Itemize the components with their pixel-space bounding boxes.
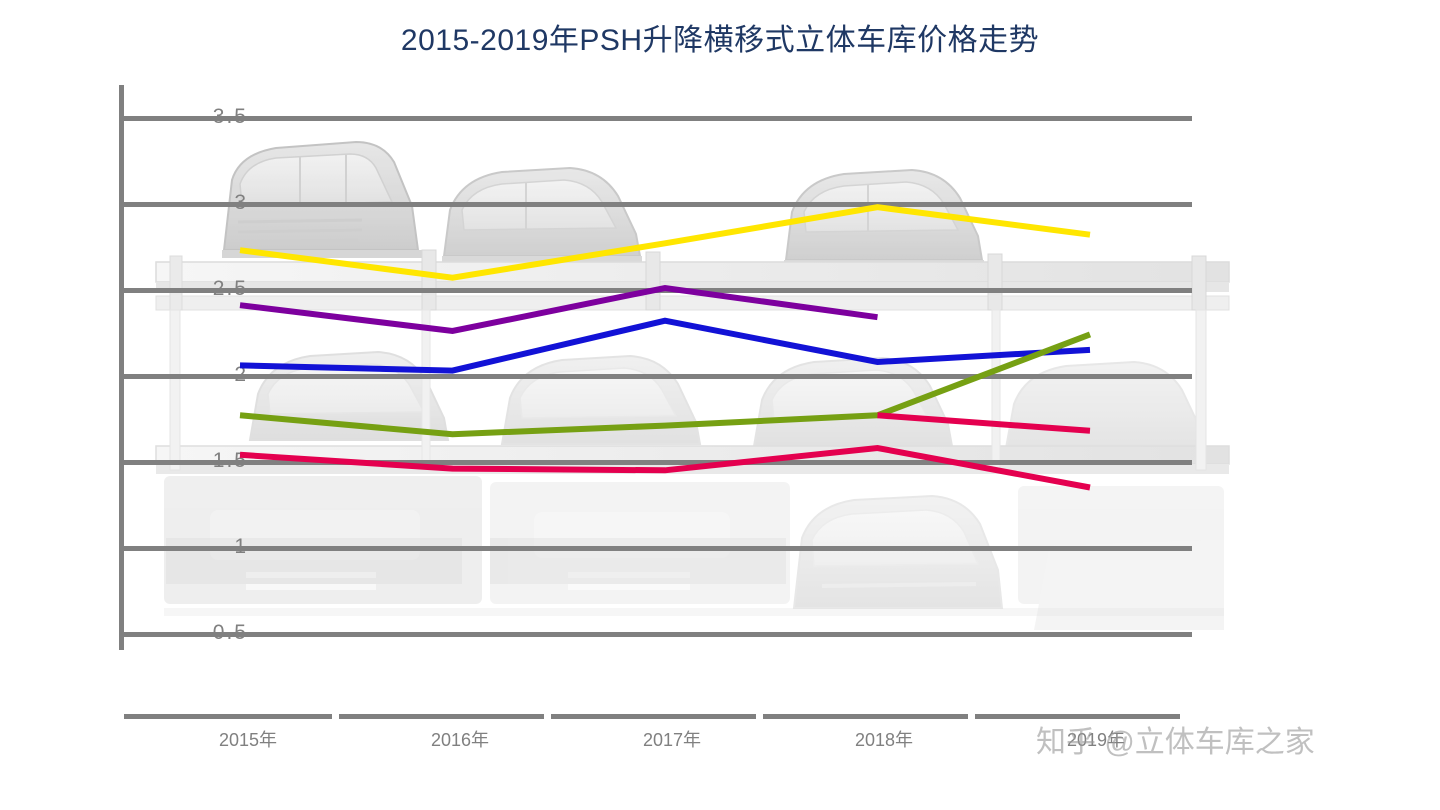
x-tick-label-2019: 2019年 bbox=[1066, 730, 1126, 750]
y-tick-label-2-5: 2.5 bbox=[212, 277, 248, 300]
x-axis-segment-4 bbox=[763, 714, 968, 719]
x-axis-segment-1 bbox=[124, 714, 332, 719]
gridlines bbox=[124, 85, 1192, 650]
y-tick-label-3: 3 bbox=[234, 191, 248, 214]
x-axis-segment-5 bbox=[975, 714, 1180, 719]
y-axis-line bbox=[119, 85, 124, 650]
x-axis bbox=[124, 714, 1234, 720]
gridline-0-5 bbox=[124, 632, 1192, 637]
y-tick-label-3-5: 3.5 bbox=[212, 105, 248, 128]
y-tick-label-1: 1 bbox=[234, 535, 248, 558]
chart-title: 2015-2019年PSH升降横移式立体车库价格走势 bbox=[400, 24, 1040, 57]
gridline-3 bbox=[124, 202, 1192, 207]
x-tick-label-2016: 2016年 bbox=[430, 730, 490, 750]
watermark-text: 知乎 @立体车库之家 bbox=[1036, 726, 1315, 759]
y-tick-label-0-5: 0.5 bbox=[212, 621, 248, 644]
x-tick-label-2017: 2017年 bbox=[642, 730, 702, 750]
plot-area bbox=[119, 85, 1192, 650]
x-tick-label-2015: 2015年 bbox=[218, 730, 278, 750]
x-axis-segment-2 bbox=[339, 714, 544, 719]
x-tick-label-2018: 2018年 bbox=[854, 730, 914, 750]
gridline-2-5 bbox=[124, 288, 1192, 293]
gridline-1-5 bbox=[124, 460, 1192, 465]
x-axis-segment-3 bbox=[551, 714, 756, 719]
y-tick-label-1-5: 1.5 bbox=[212, 449, 248, 472]
gridline-1 bbox=[124, 546, 1192, 551]
gridline-3-5 bbox=[124, 116, 1192, 121]
y-tick-label-2: 2 bbox=[234, 363, 248, 386]
gridline-2 bbox=[124, 374, 1192, 379]
